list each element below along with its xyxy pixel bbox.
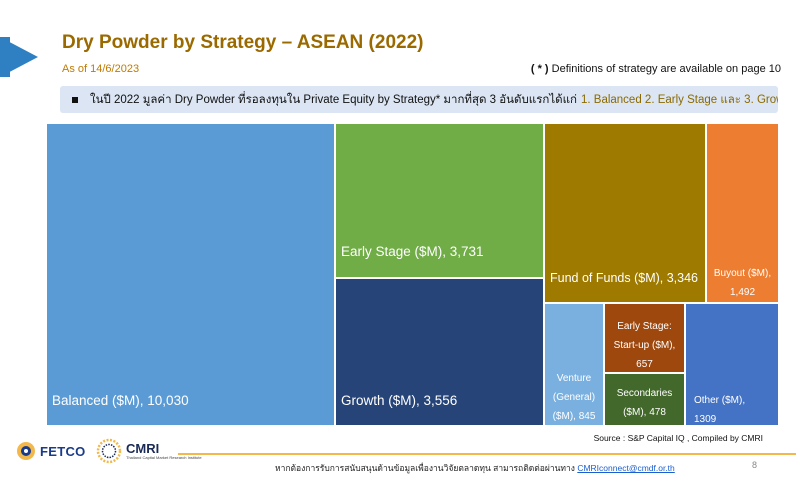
footer-contact: หากต้องการรับการสนับสนุนด้านข้อมูลเพื่อง…: [275, 461, 675, 475]
treemap-tile-venture-general: Venture (General) ($M), 845: [544, 303, 604, 426]
definitions-text: Definitions of strategy are available on…: [551, 63, 781, 75]
treemap-label: Early Stage: Start-up ($M), 657: [613, 321, 676, 370]
cmri-wordmark: CMRI Thailand Capital Market Research In…: [126, 441, 202, 461]
treemap-label: Secondaries ($M), 478: [616, 388, 673, 418]
treemap-tile-early-stage-start-up: Early Stage: Start-up ($M), 657: [604, 303, 685, 373]
summary-text: ในปี 2022 มูลค่า Dry Powder ที่รอลงทุนใน…: [90, 93, 577, 106]
treemap-label: Fund of Funds ($M), 3,346: [550, 271, 698, 285]
fetco-logo: FETCO: [16, 441, 86, 461]
treemap-tile-balanced: Balanced ($M), 10,030: [46, 123, 335, 426]
cmri-logo: CMRI Thailand Capital Market Research In…: [96, 438, 202, 464]
cmri-emblem-icon: [96, 438, 122, 464]
page-number: 8: [752, 460, 758, 470]
bullet-icon: [72, 96, 78, 103]
treemap-label: Growth ($M), 3,556: [341, 393, 458, 408]
definitions-note: ( * ) Definitions of strategy are availa…: [531, 63, 781, 75]
summary-highlight: 1. Balanced 2. Early Stage และ 3. Growth: [580, 93, 778, 106]
treemap-label: Other ($M), 1309: [694, 395, 746, 425]
treemap-tile-other: Other ($M), 1309: [685, 303, 779, 426]
header-accent-bar: [0, 37, 10, 77]
as-of-date: As of 14/6/2023: [62, 63, 140, 75]
treemap-label: Venture (General) ($M), 845: [552, 373, 596, 422]
fetco-wordmark: FETCO: [40, 443, 86, 459]
treemap-label: Early Stage ($M), 3,731: [341, 244, 484, 259]
treemap-tile-buyout: Buyout ($M), 1,492: [706, 123, 779, 303]
treemap-label: Balanced ($M), 10,030: [52, 393, 189, 408]
treemap-label: Buyout ($M), 1,492: [713, 268, 772, 298]
summary-note: ในปี 2022 มูลค่า Dry Powder ที่รอลงทุนใน…: [60, 86, 778, 113]
source-note: Source : S&P Capital IQ , Compiled by CM…: [593, 433, 763, 443]
definitions-mark: ( * ): [530, 63, 549, 75]
treemap-tile-secondaries: Secondaries ($M), 478: [604, 373, 685, 426]
fetco-emblem-icon: [17, 442, 35, 460]
treemap-tile-fund-of-funds: Fund of Funds ($M), 3,346: [544, 123, 706, 303]
cmri-subtitle: Thailand Capital Market Research Institu…: [126, 455, 202, 461]
cmri-name: CMRI: [126, 441, 160, 457]
footer-contact-text: หากต้องการรับการสนับสนุนด้านข้อมูลเพื่อง…: [275, 463, 575, 473]
footer-divider: [178, 453, 796, 455]
treemap-tile-early-stage: Early Stage ($M), 3,731: [335, 123, 544, 278]
treemap-chart: Balanced ($M), 10,030 Early Stage ($M), 3…: [46, 123, 779, 426]
treemap-tile-growth: Growth ($M), 3,556: [335, 278, 544, 426]
page-title: Dry Powder by Strategy – ASEAN (2022): [62, 32, 424, 53]
contact-email-link[interactable]: CMRIconnect@cmdf.or.th: [577, 463, 675, 473]
